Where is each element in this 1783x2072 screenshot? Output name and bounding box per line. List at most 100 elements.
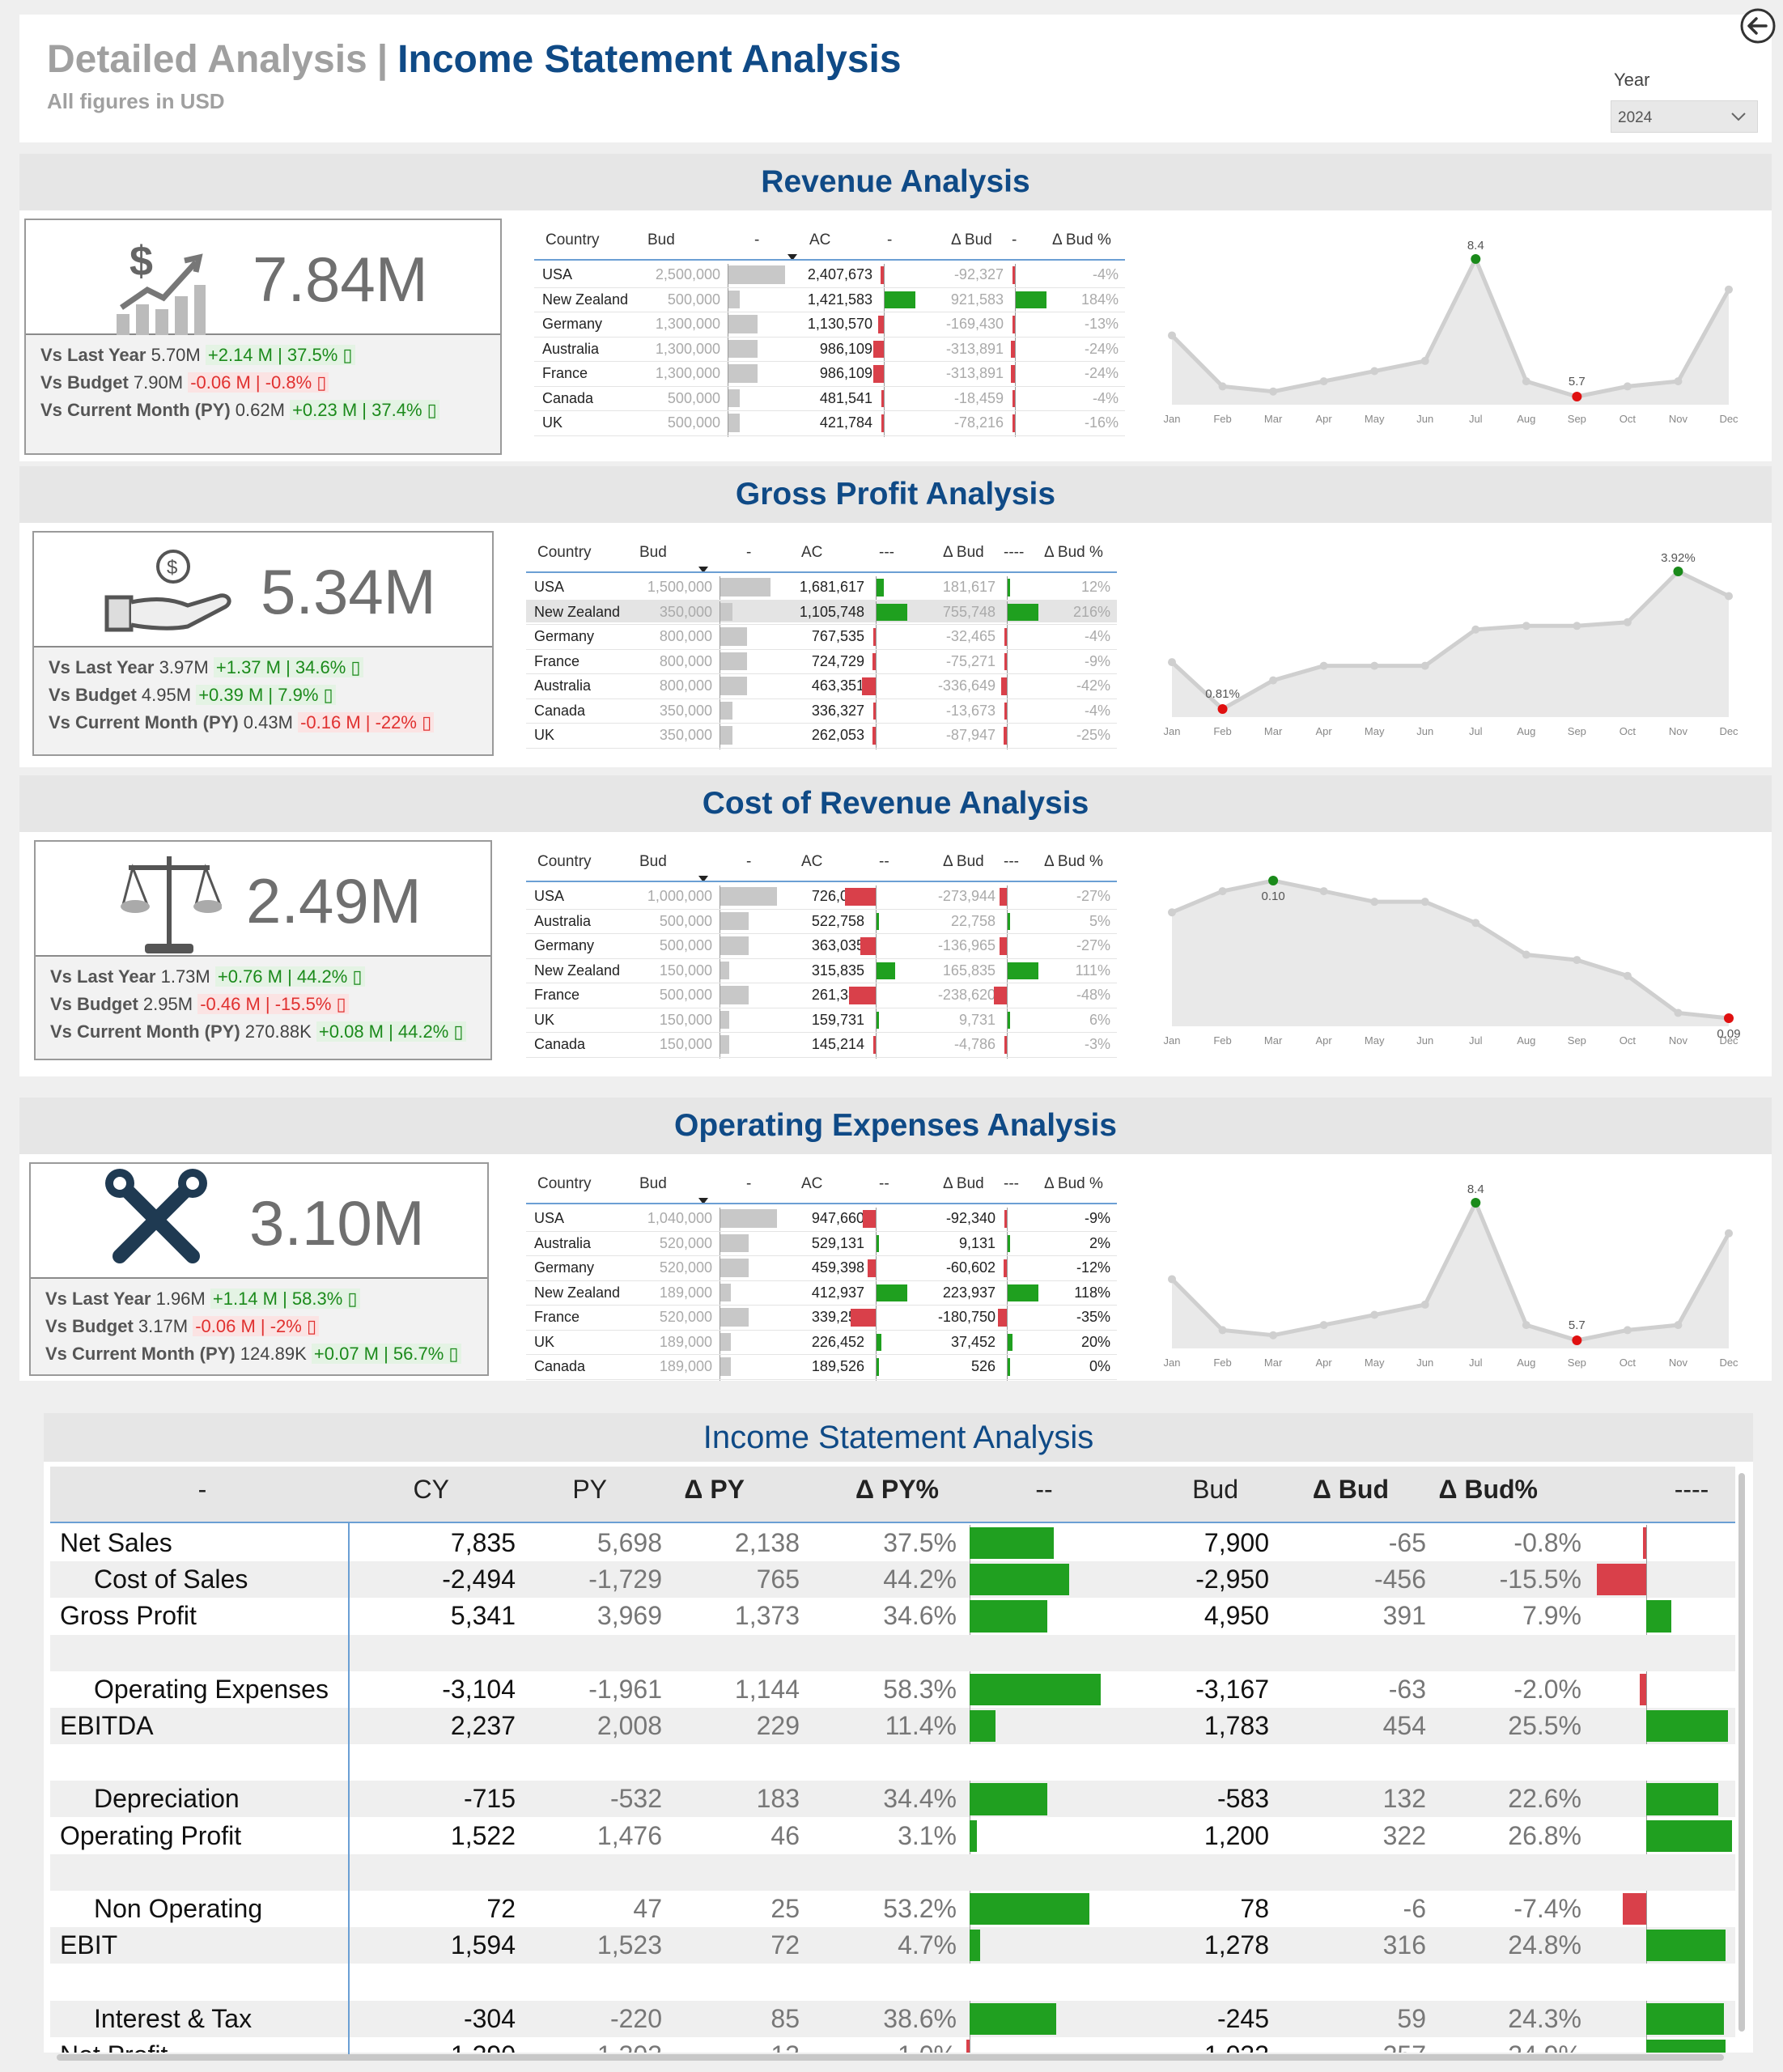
row-divider (534, 287, 1125, 288)
is-dbud-negative-bar (1640, 1673, 1646, 1705)
is-col-header[interactable]: Δ Bud (1312, 1475, 1389, 1504)
is-col-header[interactable]: ---- (1674, 1475, 1709, 1504)
col-ac-header[interactable]: AC (801, 1175, 823, 1192)
positive-pct-bar (1008, 912, 1010, 930)
bud-bar (720, 627, 748, 646)
table-cell-ac: 421,784 (819, 414, 872, 431)
is-cell-bud: 1,783 (1204, 1711, 1269, 1740)
col-delta-bud-pct-header[interactable]: Δ Bud % (1044, 544, 1103, 561)
chart-series-line (1171, 878, 1730, 1021)
gross-kpi-line: Vs Budget 4.95M +0.39 M | 7.9% ▯ (49, 685, 336, 706)
vertical-scrollbar[interactable] (1738, 1473, 1745, 2032)
year-dropdown[interactable]: 2024 (1611, 100, 1758, 133)
is-dpy-positive-bar (970, 1673, 1101, 1705)
col-delta-bud-bar-header[interactable]: ---- (1004, 544, 1025, 561)
title-right: Income Statement Analysis (397, 38, 902, 81)
col-bud-bar-header[interactable]: - (746, 853, 752, 870)
table-cell-bud: 1,300,000 (655, 340, 720, 357)
negative-pct-bar (1003, 727, 1007, 745)
chart-point (1673, 567, 1683, 576)
is-col-header[interactable]: PY (572, 1475, 607, 1504)
horizontal-scrollbar[interactable] (57, 2054, 1724, 2061)
row-divider (526, 723, 1117, 724)
col-country-header[interactable]: Country (537, 853, 592, 870)
table-cell-delta-bud-pct: 2% (1089, 1234, 1110, 1251)
chart-point (1420, 661, 1429, 670)
is-col-header[interactable]: Δ PY% (855, 1475, 939, 1504)
chart-point (1471, 919, 1480, 928)
col-bud-header[interactable]: Bud (639, 1175, 667, 1192)
col-delta-bud-header[interactable]: Δ Bud (943, 853, 984, 870)
col-delta-bud-header[interactable]: Δ Bud (943, 544, 984, 561)
is-table-row[interactable] (50, 1708, 1735, 1744)
bud-bar (720, 961, 729, 979)
back-arrow-icon[interactable] (1738, 6, 1777, 45)
pct-axis (1007, 650, 1008, 675)
col-ac-bar-header[interactable]: --- (879, 544, 894, 561)
pct-axis (1007, 910, 1008, 935)
col-delta-bud-bar-header[interactable]: --- (1004, 1175, 1019, 1192)
delta-axis (884, 288, 885, 313)
col-country-header[interactable]: Country (537, 544, 592, 561)
positive-variance-bar (885, 291, 915, 308)
col-country-header[interactable]: Country (537, 1175, 592, 1192)
is-table-row[interactable] (50, 1927, 1735, 1964)
sort-desc-icon[interactable] (698, 873, 709, 887)
col-delta-bud-pct-header[interactable]: Δ Bud % (1044, 853, 1103, 870)
col-ac-bar-header[interactable]: - (887, 231, 893, 248)
col-ac-header[interactable]: AC (801, 544, 823, 561)
col-bud-header[interactable]: Bud (639, 544, 667, 561)
col-ac-header[interactable]: AC (809, 231, 831, 248)
is-table-row[interactable] (50, 2000, 1735, 2037)
is-dbud-positive-bar (1646, 1600, 1672, 1633)
table-cell-ac: 315,835 (811, 962, 864, 979)
is-cell-cy: -304 (463, 2003, 516, 2033)
is-blank-row (50, 1964, 1735, 2000)
col-ac-bar-header[interactable]: -- (879, 853, 889, 870)
col-delta-bud-header[interactable]: Δ Bud (951, 231, 992, 248)
is-table-row[interactable] (50, 1561, 1735, 1599)
col-bud-bar-header[interactable]: - (746, 544, 752, 561)
col-ac-header[interactable]: AC (801, 853, 823, 870)
is-cell-cy: 5,341 (450, 1601, 516, 1631)
col-delta-bud-bar-header[interactable]: --- (1004, 853, 1019, 870)
table-cell-ac: 145,214 (811, 1036, 864, 1052)
col-country-header[interactable]: Country (546, 231, 600, 248)
is-col-header[interactable]: Δ Bud% (1438, 1475, 1538, 1504)
chart-x-tick-label: Mar (1264, 413, 1283, 425)
col-bud-bar-header[interactable]: - (746, 1175, 752, 1192)
is-col-header[interactable]: Δ PY (684, 1475, 745, 1504)
col-bud-bar-header[interactable]: - (754, 231, 760, 248)
kpi-line-delta: +0.08 M | 44.2% ▯ (316, 1021, 466, 1042)
is-cell-dbud: 132 (1382, 1784, 1426, 1814)
sort-desc-icon[interactable] (698, 563, 709, 578)
col-ac-bar-header[interactable]: -- (879, 1175, 889, 1192)
is-col-header[interactable]: -- (1035, 1475, 1053, 1504)
sort-desc-icon[interactable] (698, 1195, 709, 1209)
col-bud-header[interactable]: Bud (647, 231, 675, 248)
col-delta-bud-header[interactable]: Δ Bud (943, 1175, 984, 1192)
col-bud-header[interactable]: Bud (639, 853, 667, 870)
table-cell-delta-bud: -136,965 (937, 937, 996, 953)
is-col-header[interactable]: CY (413, 1475, 449, 1504)
sort-desc-icon[interactable] (787, 251, 798, 265)
is-row-label: Interest & Tax (94, 2003, 253, 2033)
chart-x-tick-label: Aug (1517, 725, 1535, 737)
kpi-line-value: 5.70M (151, 345, 201, 365)
delta-axis (876, 910, 877, 935)
col-delta-bud-pct-header[interactable]: Δ Bud % (1044, 1175, 1103, 1192)
is-col-header[interactable]: Bud (1192, 1475, 1238, 1504)
is-col-header[interactable]: - (197, 1475, 207, 1504)
opex-kpi-details: Vs Last Year 1.96M +1.14 M | 58.3% ▯ Vs B… (31, 1279, 487, 1374)
col-delta-bud-bar-header[interactable]: - (1012, 231, 1017, 248)
negative-pct-bar (1012, 414, 1015, 432)
negative-pct-bar (1012, 389, 1015, 407)
is-table-row[interactable] (50, 1781, 1735, 1818)
is-cell-cy: -2,494 (442, 1565, 516, 1594)
col-delta-bud-pct-header[interactable]: Δ Bud % (1052, 231, 1111, 248)
table-cell-ac: 336,327 (811, 702, 864, 719)
kpi-line-value: 3.17M (138, 1316, 189, 1336)
is-cell-py: -220 (609, 2003, 662, 2033)
cost-kpi-value: 2.49M (246, 865, 422, 936)
positive-pct-bar (1008, 1284, 1038, 1301)
